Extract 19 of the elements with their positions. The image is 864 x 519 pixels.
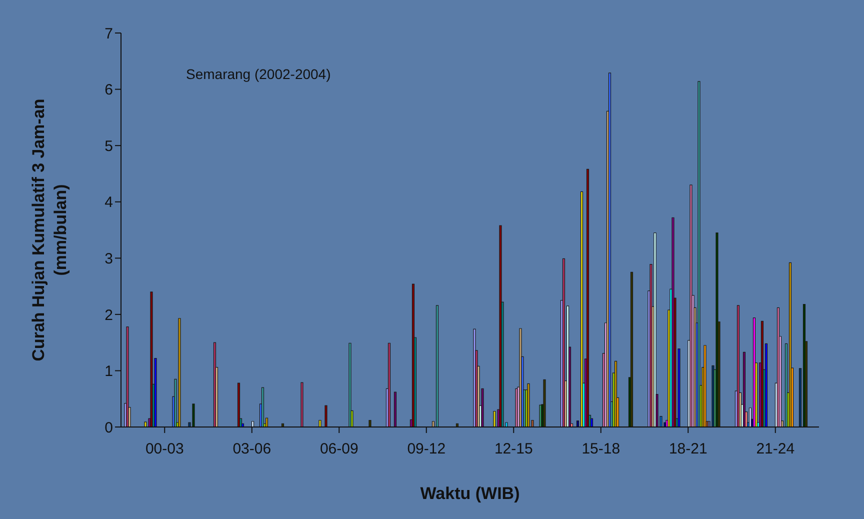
x-tick-label: 09-12	[407, 440, 446, 458]
x-axis-title: Waktu (WIB)	[419, 484, 521, 504]
x-tick-label: 21-24	[756, 440, 795, 458]
y-tick-label: 7	[104, 25, 113, 42]
y-tick-label: 5	[104, 138, 113, 155]
y-tick-label: 1	[104, 363, 113, 380]
x-tick-label: 06-09	[320, 440, 358, 458]
x-tick-label: 15-18	[582, 440, 620, 458]
y-tick-label: 6	[104, 82, 113, 99]
y-tick-label: 4	[104, 194, 113, 212]
x-tick-label: 12-15	[494, 440, 533, 458]
y-tick-label: 2	[104, 306, 113, 324]
y-tick-label: 0	[104, 419, 113, 436]
x-tick-label: 00-03	[145, 440, 184, 458]
text: Semarang (2002-2004)	[186, 66, 331, 82]
y-tick-label: 3	[104, 250, 113, 268]
y-axis-title: Curah Hujan Kumulatif 3 Jam-an (mm/bulan)	[28, 98, 71, 362]
x-tick-label: 18-21	[668, 440, 708, 458]
x-tick-label: 03-06	[232, 440, 272, 458]
